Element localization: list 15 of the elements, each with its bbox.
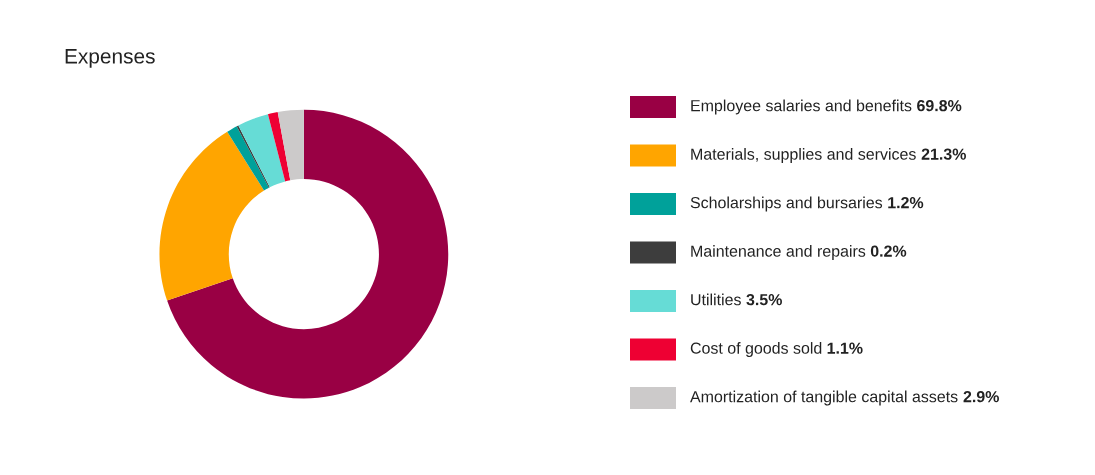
chart-title: Expenses [65, 49, 155, 68]
data-label: 21.3% [921, 148, 966, 160]
data-label: 2.9% [963, 390, 999, 403]
data-label: 1.1% [827, 342, 863, 354]
data-label: 69.8% [917, 99, 962, 112]
data-label: 0.2% [870, 245, 907, 257]
legend-label: Amortization of tangible capital assets [690, 390, 958, 406]
legend-label: Scholarships and bursaries [690, 196, 883, 212]
legend-label: Utilities [691, 293, 741, 306]
legend-label: Employee salaries and benefits [691, 99, 912, 115]
legend-label: Cost of goods sold [690, 342, 822, 357]
data-label: 3.5% [746, 293, 782, 306]
data-label: 1.2% [888, 196, 924, 209]
legend-label: Maintenance and repairs [691, 245, 866, 260]
legend-label: Materials, supplies and services [691, 148, 916, 163]
